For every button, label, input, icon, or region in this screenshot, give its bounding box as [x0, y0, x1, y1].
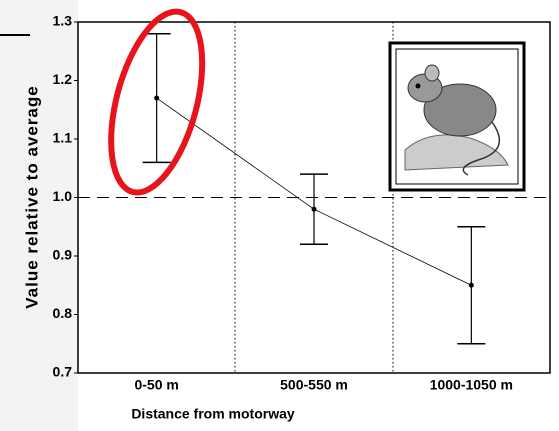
y-tick-label: 1.1	[53, 130, 73, 146]
y-axis-label: Value relative to average	[22, 85, 41, 308]
mean-point	[469, 283, 474, 288]
y-tick-label: 0.9	[53, 247, 73, 263]
x-tick-label: 1000-1050 m	[430, 377, 513, 393]
x-axis-label: Distance from motorway	[131, 406, 295, 422]
mean-point	[154, 96, 159, 101]
chart: Distance from motorway Value relative to…	[0, 0, 559, 431]
mean-point	[312, 207, 317, 212]
y-tick-label: 1.3	[53, 13, 73, 29]
x-tick-label: 500-550 m	[280, 377, 348, 393]
x-tick-label: 0-50 m	[134, 377, 178, 393]
y-tick-label: 1.0	[53, 188, 73, 204]
y-tick-label: 0.7	[53, 364, 73, 380]
y-tick-label: 1.2	[53, 71, 73, 87]
mouse-illustration	[390, 43, 524, 190]
y-tick-label: 0.8	[53, 305, 73, 321]
